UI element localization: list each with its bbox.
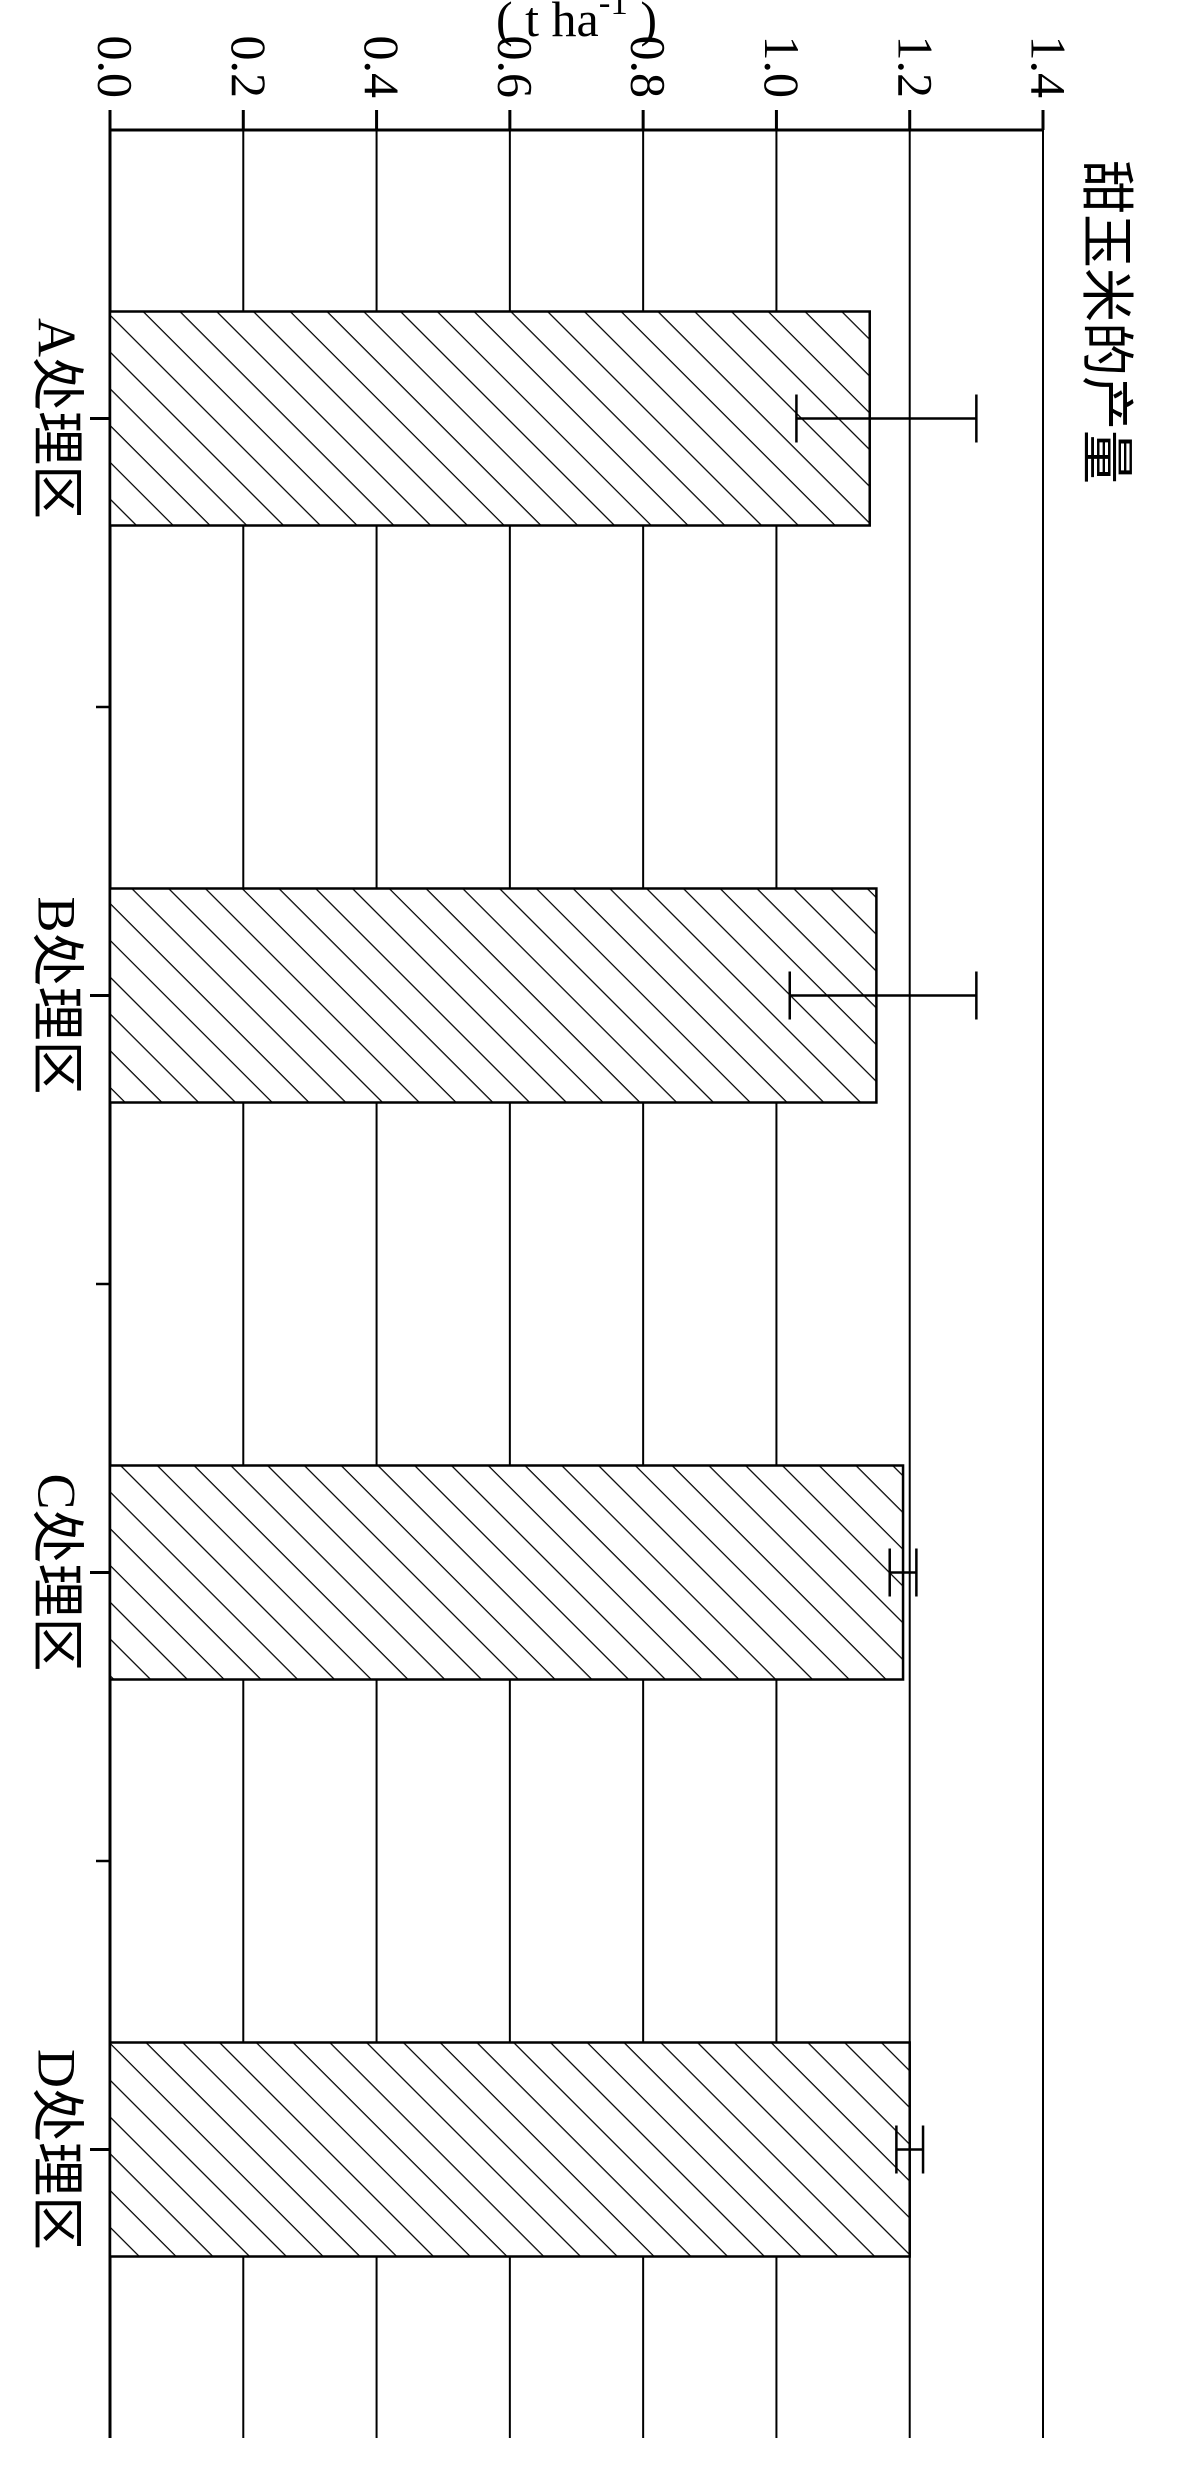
y-tick-label: 0.2 [221,36,277,99]
y-tick-label: 0.4 [354,36,410,99]
y-axis-label: ( t ha-1 ) [496,0,657,47]
y-tick-label: 0.0 [88,36,144,99]
y-tick-label: 1.0 [754,36,810,99]
category-label: C处理区 [27,1473,87,1671]
chart-title: 甜玉米的产量 [1076,160,1136,484]
y-tick-label: 1.2 [887,36,943,99]
bar [110,889,876,1103]
bar [110,1466,903,1680]
bar [110,2043,910,2257]
category-label: B处理区 [27,896,87,1094]
bar-chart: 0.00.20.40.60.81.01.21.4( t ha-1 )A处理区B处… [0,0,1193,2488]
bar [110,312,870,526]
category-label: A处理区 [27,318,87,519]
y-tick-label: 1.4 [1021,36,1077,99]
category-label: D处理区 [27,2049,87,2250]
chart-container: 0.00.20.40.60.81.01.21.4( t ha-1 )A处理区B处… [0,0,1193,2488]
